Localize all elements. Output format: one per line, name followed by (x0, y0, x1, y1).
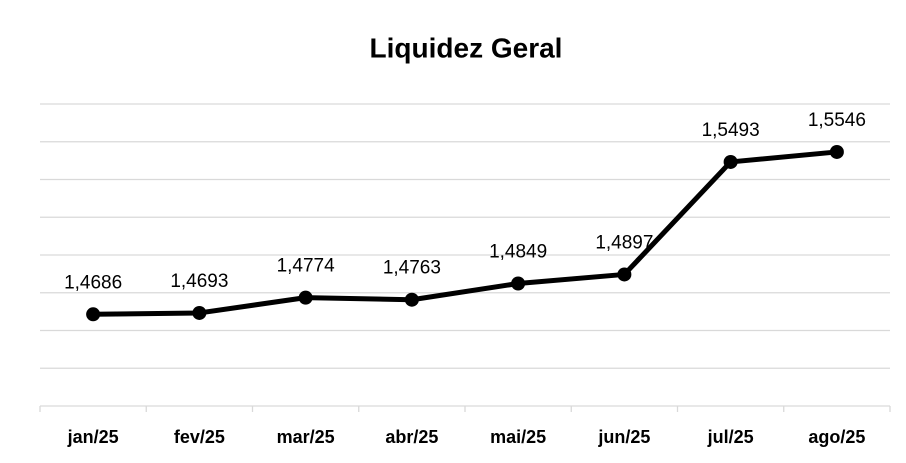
marker (86, 307, 101, 322)
data-label: 1,4763 (383, 258, 441, 279)
x-tick-label: mai/25 (490, 427, 546, 447)
marker (298, 290, 313, 305)
x-tick-label: jan/25 (67, 427, 119, 447)
marker (829, 144, 844, 159)
data-label: 1,4686 (64, 272, 122, 293)
marker (192, 305, 207, 320)
line (93, 149, 838, 317)
x-tick-label: mar/25 (277, 427, 335, 447)
chart-title: Liquidez Geral (370, 32, 563, 63)
data-label: 1,4849 (489, 242, 547, 263)
x-tick-label: ago/25 (808, 427, 865, 447)
data-label: 1,4693 (170, 271, 228, 292)
x-tick-label: jun/25 (597, 427, 650, 447)
marker (723, 154, 738, 169)
marker (404, 292, 419, 307)
marker (617, 267, 632, 282)
data-label: 1,5546 (808, 110, 866, 131)
x-tick-label: jul/25 (707, 427, 754, 447)
marker (511, 276, 526, 291)
x-tick-label: abr/25 (385, 427, 438, 447)
data-label: 1,5493 (702, 120, 760, 141)
data-label: 1,4897 (595, 232, 653, 253)
data-label: 1,4774 (277, 256, 336, 277)
x-tick-label: fev/25 (174, 427, 225, 447)
